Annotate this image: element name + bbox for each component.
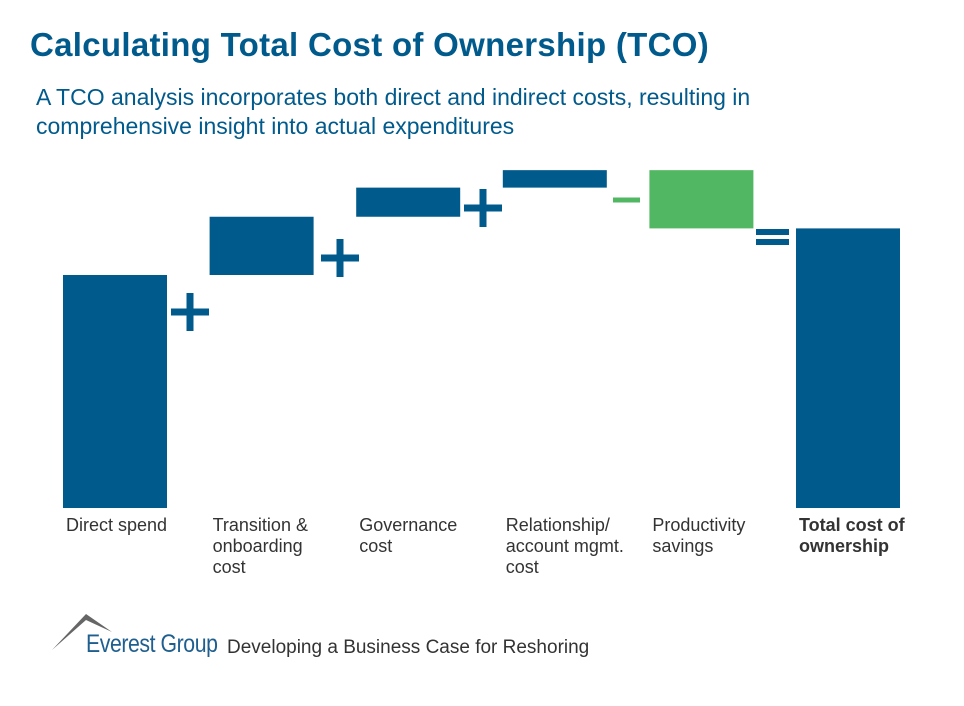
bar-0 [63, 275, 167, 508]
category-label-line: ownership [799, 536, 890, 556]
bar-4 [649, 170, 754, 229]
category-label: Governance cost [359, 515, 499, 557]
page-title: Calculating Total Cost of Ownership (TCO… [30, 26, 710, 63]
category-label-line: savings [652, 536, 714, 556]
category-label-line: onboarding [212, 536, 303, 556]
plus-operator [321, 239, 359, 277]
everest-logo-icon [52, 614, 112, 650]
category-label-line: Transition & [212, 515, 308, 535]
bar-5 [796, 228, 900, 508]
category-label-line: Relationship/ [505, 515, 610, 535]
deck-title: Developing a Business Case for Reshoring [227, 637, 590, 658]
minus-operator [613, 197, 640, 203]
plus-operator [464, 189, 502, 227]
brand-logo-text: Everest Group [86, 630, 218, 658]
category-label-line: account mgmt. [505, 536, 624, 556]
footer: Everest Group Developing a Business Case… [52, 612, 652, 662]
bar-3 [502, 170, 607, 188]
plus-operator [171, 293, 209, 331]
page-subtitle: A TCO analysis incorporates both direct … [36, 84, 751, 139]
category-label: Transition & onboarding cost [213, 515, 353, 578]
category-label-line: Direct spend [66, 515, 168, 535]
category-label-line: Total cost of [799, 515, 905, 535]
category-label-line: cost [359, 536, 393, 556]
category-label-line: Productivity [652, 515, 746, 535]
category-label: Direct spend [66, 515, 206, 536]
category-label: Total cost of ownership [799, 515, 939, 557]
bar-1 [209, 216, 314, 275]
category-label-line: Governance [359, 515, 458, 535]
category-label-line: cost [212, 557, 246, 577]
category-label-line: cost [505, 557, 539, 577]
category-label: Relationship/account mgmt. cost [506, 515, 646, 578]
bar-2 [356, 187, 461, 217]
equals-operator [756, 229, 789, 245]
category-label: Productivity savings [652, 515, 792, 557]
